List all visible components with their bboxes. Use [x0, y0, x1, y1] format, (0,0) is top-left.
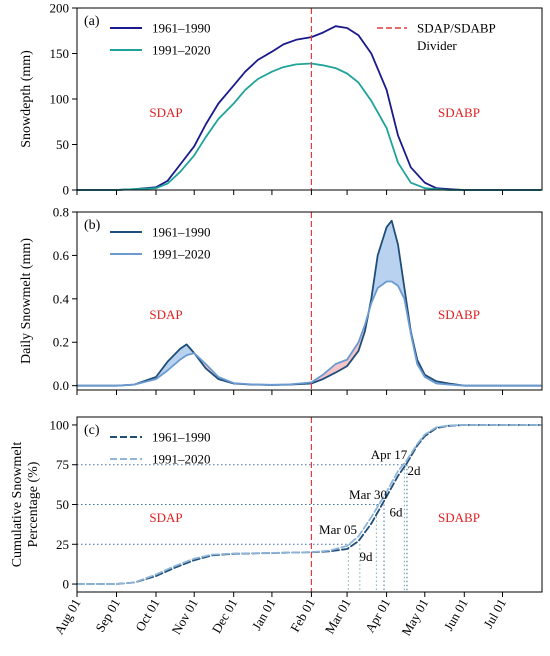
y-axis-label: Snowdepth (mm)	[19, 50, 34, 148]
annotation-mar-30: Mar 30	[349, 487, 387, 502]
series-line-1	[76, 219, 542, 387]
y-tick-label: 200	[50, 1, 70, 16]
annotation-2d: 2d	[408, 463, 422, 478]
x-tick-label: Jul 01	[480, 596, 509, 631]
x-tick-label: Oct 01	[132, 596, 163, 634]
legend-label-2: 1991–2020	[152, 43, 211, 58]
y-tick-label: 0	[63, 577, 70, 592]
y-tick-label: 0.6	[53, 248, 70, 263]
series-line-1	[76, 25, 542, 191]
y-tick-label: 100	[50, 417, 70, 432]
legend-label-divider-line-2: Divider	[417, 38, 457, 53]
x-tick-label: Apr 01	[362, 596, 393, 635]
x-tick-label: Jun 01	[441, 596, 471, 633]
y-tick-label: 25	[56, 537, 69, 552]
region-label-sdap: SDAP	[149, 307, 182, 322]
panel-2: 0.0 0.2 0.4 0.6 0.8 Daily Snowmelt (mm) (b) SDA…	[19, 205, 543, 395]
y-tick-label: 50	[56, 497, 69, 512]
y-tick-label: 0.4	[53, 291, 70, 306]
x-tick-label: Dec 01	[209, 596, 241, 636]
x-tick-label: Mar 01	[322, 596, 354, 636]
series-line-2	[76, 62, 542, 191]
panel-label: (c)	[84, 423, 100, 438]
x-tick-label: Feb 01	[287, 596, 318, 634]
y-tick-label: 0	[63, 183, 70, 198]
region-label-sdabp: SDABP	[438, 510, 480, 525]
region-label-sdabp: SDABP	[438, 307, 480, 322]
legend-label-divider-line-1: SDAP/SDABP	[417, 21, 496, 36]
x-tick-label: Jan 01	[249, 596, 279, 633]
y-tick-label: 50	[56, 137, 69, 152]
legend-label-2: 1991–2020	[152, 247, 211, 262]
x-tick-label: May 01	[398, 596, 431, 638]
series-line-2	[76, 280, 542, 387]
plot-frame	[76, 211, 543, 391]
y-axis-label: Daily Snowmelt (mm)	[19, 238, 34, 364]
annotation-apr-17: Apr 17	[371, 447, 408, 462]
region-label-sdap: SDAP	[149, 105, 182, 120]
x-tick-label: Aug 01	[51, 596, 83, 637]
x-tick-label: Sep 01	[92, 596, 123, 634]
difference-fill-0	[77, 344, 195, 386]
y-tick-label: 75	[56, 457, 69, 472]
y-tick-label: 0.2	[53, 335, 69, 350]
legend-label-1: 1961–1990	[152, 225, 211, 240]
y-tick-label: 150	[50, 46, 70, 61]
legend-label-1: 1961–1990	[152, 430, 211, 445]
series-line-2	[76, 424, 542, 585]
y-tick-label: 0.0	[53, 378, 69, 393]
x-tick-label: Nov 01	[168, 596, 200, 637]
annotation-mar-05: Mar 05	[319, 522, 357, 537]
region-label-sdabp: SDABP	[438, 105, 480, 120]
region-label-sdap: SDAP	[149, 510, 182, 525]
panel-1: 0 50 100 150 200 Snowdepth (mm) (a) SDAP SDABP 19…	[19, 1, 543, 198]
panel-label: (a)	[84, 14, 100, 29]
annotation-9d: 9d	[360, 549, 374, 564]
difference-fill-2	[368, 220, 541, 386]
y-axis-label-line-2: Percentage (%)	[26, 461, 41, 547]
y-tick-label: 100	[50, 92, 70, 107]
legend-label-1: 1961–1990	[152, 21, 211, 36]
legend-label-2: 1991–2020	[152, 452, 211, 467]
annotation-6d: 6d	[390, 504, 404, 519]
difference-fill-1	[195, 316, 368, 385]
y-tick-label: 0.8	[53, 205, 69, 220]
y-axis-label-line-1: Cumulative Snowmelt	[10, 442, 25, 568]
panel-3: 0 25 50 75 100 Aug 01 Sep 01 Oct 01 Nov 01 Dec 01…	[10, 416, 543, 638]
panel-label: (b)	[84, 218, 101, 233]
series-line-1	[76, 424, 542, 585]
